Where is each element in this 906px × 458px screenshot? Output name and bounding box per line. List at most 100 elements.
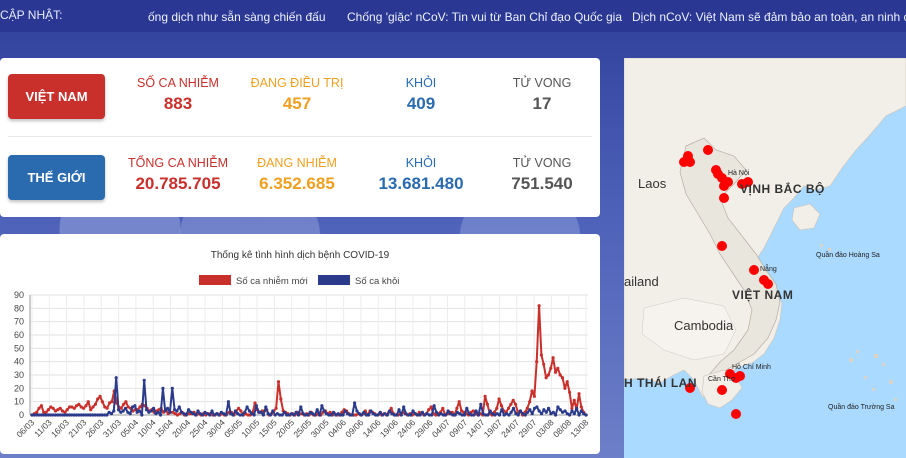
data-point-recovered [572,412,576,416]
chart-panel: Thống kê tình hình dịch bệnh COVID-19 Số … [0,234,600,454]
data-point-recovered [376,413,380,417]
x-tick-label: 21/03 [66,417,88,439]
data-point-new-cases [93,402,97,406]
data-point-recovered [399,413,403,417]
case-marker[interactable] [717,385,727,395]
map-label-gulf-thailand: H THÁI LAN [624,376,697,390]
data-point-new-cases [171,410,175,414]
data-point-recovered [161,386,165,390]
data-point-new-cases [51,406,55,410]
world-deaths-label: TỬ VONG [512,156,572,170]
data-point-recovered [187,408,191,412]
data-point-recovered [374,413,378,417]
case-marker[interactable] [679,157,689,167]
data-point-recovered [65,413,69,417]
data-point-recovered [194,413,198,417]
data-point-recovered [37,413,41,417]
data-point-recovered [575,406,579,410]
data-point-new-cases [389,406,393,410]
data-point-new-cases [119,406,123,410]
x-tick-label: 31/03 [101,417,123,439]
data-point-recovered [238,413,242,417]
covid-line-chart: Thống kê tình hình dịch bệnh COVID-19 Số … [14,249,591,439]
data-point-recovered [142,378,146,382]
case-marker[interactable] [743,177,753,187]
data-point-recovered [275,412,279,416]
data-point-recovered [114,376,118,380]
data-point-recovered [79,413,83,417]
data-point-recovered [547,406,551,410]
case-marker[interactable] [735,371,745,381]
x-tick-label: 29/07 [516,417,538,439]
data-point-recovered [245,405,249,409]
data-point-recovered [465,406,469,410]
data-point-recovered [444,413,448,417]
data-point-recovered [210,409,214,413]
data-point-new-cases [457,400,461,404]
data-point-recovered [561,410,565,414]
data-point-recovered [317,413,322,417]
chart-title: Thống kê tình hình dịch bệnh COVID-19 [211,249,390,261]
data-point-recovered [540,412,544,416]
data-point-recovered [353,401,357,405]
map-label-gulf: VỊNH BẮC BỘ [740,182,825,196]
map-label-cambodia: Cambodia [674,318,734,333]
data-point-recovered [395,413,399,417]
case-marker[interactable] [763,279,773,289]
data-point-new-cases [89,408,93,412]
data-point-recovered [70,413,74,417]
data-point-recovered [530,412,534,416]
data-point-recovered [493,413,497,417]
data-point-recovered [497,413,502,417]
vn-cases-value: 883 [163,94,193,113]
ticker-item[interactable]: Chống 'giặc' nCoV: Tin vui từ Ban Chỉ đạ… [347,10,622,24]
data-point-new-cases [558,373,562,377]
data-point-new-cases [39,404,44,408]
data-point-recovered [425,412,429,416]
case-marker[interactable] [685,383,695,393]
data-point-recovered [339,413,343,417]
map-label-can-tho: Cần Thơ [708,376,736,383]
y-tick-label: 0 [19,410,24,420]
data-point-new-cases [60,409,65,413]
vn-deaths-value: 17 [532,94,552,113]
case-marker[interactable] [703,145,713,155]
x-tick-label: 10/04 [135,417,157,439]
ticker-item[interactable]: ống dịch như sẵn sàng chiến đấu [148,10,326,24]
data-point-recovered [112,409,116,413]
data-point-recovered [327,413,331,417]
data-point-new-cases [84,404,88,408]
case-marker[interactable] [717,241,727,251]
data-point-recovered [252,413,256,417]
world-button[interactable]: THẾ GIỚI [8,155,105,200]
world-cases-value: 20.785.705 [135,174,221,193]
case-marker[interactable] [749,265,759,275]
data-point-recovered [154,412,158,416]
data-point-recovered [446,409,450,413]
map[interactable]: Laos VỊNH BẮC BỘ ailand VIỆT NAM Cambodi… [624,58,906,458]
data-point-new-cases [122,402,126,406]
data-point-new-cases [98,394,102,398]
data-point-recovered [56,413,60,417]
case-marker[interactable] [723,177,733,187]
x-tick-label: 11/03 [32,417,54,439]
ticker-item[interactable]: Dịch nCoV: Việt Nam sẽ đảm bảo an toàn, … [632,10,906,24]
legend-swatch-new-cases [199,275,231,285]
vn-recovered-value: 409 [406,94,436,113]
case-marker[interactable] [719,193,729,203]
map-label-hanoi: Hà Nội [728,170,750,177]
data-point-new-cases [441,406,445,410]
divider [8,136,592,137]
data-point-recovered [544,410,548,414]
data-point-recovered [392,413,396,417]
data-point-recovered [364,413,368,417]
case-marker[interactable] [731,409,741,419]
data-point-new-cases [105,406,109,410]
world-cases-stat: TỔNG CA NHIỄM 20.785.705 [103,156,253,194]
vietnam-button[interactable]: VIỆT NAM [8,74,105,119]
x-tick-label: 04/07 [430,417,452,439]
data-point-recovered [528,408,532,412]
data-point-recovered [63,413,67,417]
data-point-new-cases [530,389,534,393]
world-cases-label: TỔNG CA NHIỄM [127,156,228,170]
